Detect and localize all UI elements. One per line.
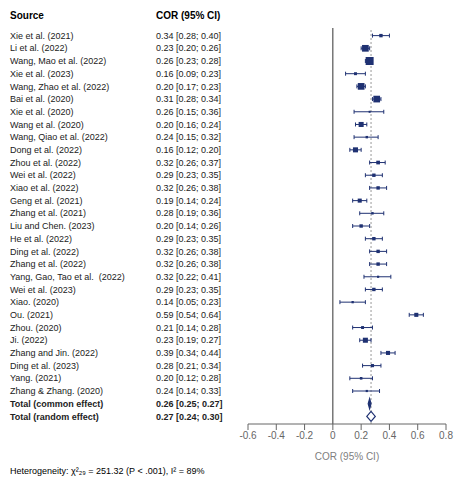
svg-text:-0.4: -0.4 xyxy=(268,430,286,441)
svg-text:Ou. (2021): Ou. (2021) xyxy=(10,310,53,320)
svg-text:Total (common effect): Total (common effect) xyxy=(10,399,103,409)
svg-text:0.6: 0.6 xyxy=(411,430,425,441)
svg-text:Xiao. (2020): Xiao. (2020) xyxy=(10,297,59,307)
svg-text:Wang, Qiao et al. (2022): Wang, Qiao et al. (2022) xyxy=(10,132,108,142)
svg-text:0.28 [0.21; 0.34]: 0.28 [0.21; 0.34] xyxy=(156,361,221,371)
svg-text:Zhang et al. (2022): Zhang et al. (2022) xyxy=(10,259,86,269)
svg-text:Ding et al. (2022): Ding et al. (2022) xyxy=(10,247,79,257)
svg-text:0.32 [0.26; 0.38]: 0.32 [0.26; 0.38] xyxy=(156,247,221,257)
svg-text:0.8: 0.8 xyxy=(439,430,453,441)
svg-text:0.16 [0.12; 0.20]: 0.16 [0.12; 0.20] xyxy=(156,145,221,155)
svg-text:0.28 [0.19; 0.36]: 0.28 [0.19; 0.36] xyxy=(156,208,221,218)
svg-text:0.20 [0.14; 0.26]: 0.20 [0.14; 0.26] xyxy=(156,221,221,231)
svg-text:0.20 [0.16; 0.24]: 0.20 [0.16; 0.24] xyxy=(156,120,221,130)
svg-text:0.21 [0.14; 0.28]: 0.21 [0.14; 0.28] xyxy=(156,323,221,333)
svg-text:Zhang and Jin. (2022): Zhang and Jin. (2022) xyxy=(10,348,98,358)
svg-text:Wei et al. (2023): Wei et al. (2023) xyxy=(10,285,76,295)
svg-text:Bai et al. (2020): Bai et al. (2020) xyxy=(10,94,74,104)
svg-text:-0.2: -0.2 xyxy=(296,430,314,441)
svg-text:0.26 [0.25; 0.27]: 0.26 [0.25; 0.27] xyxy=(156,399,223,409)
svg-text:0.23 [0.19; 0.27]: 0.23 [0.19; 0.27] xyxy=(156,335,221,345)
svg-text:0.31 [0.28; 0.34]: 0.31 [0.28; 0.34] xyxy=(156,94,221,104)
svg-text:0.29 [0.23; 0.35]: 0.29 [0.23; 0.35] xyxy=(156,285,221,295)
svg-text:-0.6: -0.6 xyxy=(239,430,257,441)
svg-text:0.19 [0.14; 0.24]: 0.19 [0.14; 0.24] xyxy=(156,196,221,206)
svg-text:0.2: 0.2 xyxy=(354,430,368,441)
svg-text:Ding et al. (2023): Ding et al. (2023) xyxy=(10,361,79,371)
svg-text:0.29 [0.23; 0.35]: 0.29 [0.23; 0.35] xyxy=(156,170,221,180)
svg-text:0.32 [0.26; 0.38]: 0.32 [0.26; 0.38] xyxy=(156,259,221,269)
html-text:Heterogeneity: χ²₂₉ = 251.32 (: Heterogeneity: χ²₂₉ = 251.32 (P < .001),… xyxy=(10,466,205,476)
svg-text:0.32 [0.26; 0.38]: 0.32 [0.26; 0.38] xyxy=(156,183,221,193)
svg-text:Dong et al. (2022): Dong et al. (2022) xyxy=(10,145,82,155)
svg-text:0.39 [0.34; 0.44]: 0.39 [0.34; 0.44] xyxy=(156,348,221,358)
svg-text:0: 0 xyxy=(330,430,336,441)
svg-text:Xie et al. (2023): Xie et al. (2023) xyxy=(10,69,74,79)
svg-text:0.20 [0.12; 0.28]: 0.20 [0.12; 0.28] xyxy=(156,373,221,383)
svg-text:0.24 [0.14; 0.33]: 0.24 [0.14; 0.33] xyxy=(156,386,221,396)
svg-text:Wang, Mao et al. (2022): Wang, Mao et al. (2022) xyxy=(10,56,106,66)
svg-text:0.34 [0.28; 0.40]: 0.34 [0.28; 0.40] xyxy=(156,31,221,41)
svg-text:0.16 [0.09; 0.23]: 0.16 [0.09; 0.23] xyxy=(156,69,221,79)
svg-text:Zhang et al. (2021): Zhang et al. (2021) xyxy=(10,208,86,218)
svg-text:Zhou. (2020): Zhou. (2020) xyxy=(10,323,62,333)
svg-text:Xie et al. (2020): Xie et al. (2020) xyxy=(10,107,74,117)
svg-text:Geng et al. (2021): Geng et al. (2021) xyxy=(10,196,83,206)
svg-text:0.29 [0.23; 0.35]: 0.29 [0.23; 0.35] xyxy=(156,234,221,244)
svg-text:Xie et al. (2021): Xie et al. (2021) xyxy=(10,31,74,41)
svg-text:Wang et al. (2020): Wang et al. (2020) xyxy=(10,120,84,130)
svg-text:0.26 [0.23; 0.28]: 0.26 [0.23; 0.28] xyxy=(156,56,221,66)
svg-text:Total (random effect): Total (random effect) xyxy=(10,412,99,422)
svg-text:0.4: 0.4 xyxy=(382,430,396,441)
svg-text:COR (95% CI): COR (95% CI) xyxy=(315,451,379,462)
svg-text:Xiao et al. (2022): Xiao et al. (2022) xyxy=(10,183,79,193)
svg-text:Wei et al. (2022): Wei et al. (2022) xyxy=(10,170,76,180)
svg-text:Li et al. (2022): Li et al. (2022) xyxy=(10,43,68,53)
svg-text:0.23 [0.20; 0.26]: 0.23 [0.20; 0.26] xyxy=(156,43,221,53)
svg-text:0.27 [0.24; 0.30]: 0.27 [0.24; 0.30] xyxy=(156,412,223,422)
svg-text:0.14 [0.05; 0.23]: 0.14 [0.05; 0.23] xyxy=(156,297,221,307)
svg-text:Zhou et al. (2022): Zhou et al. (2022) xyxy=(10,158,81,168)
html-text:Source: Source xyxy=(10,10,44,21)
svg-text:Wang, Zhao et al. (2022): Wang, Zhao et al. (2022) xyxy=(10,82,109,92)
svg-text:0.32 [0.26; 0.37]: 0.32 [0.26; 0.37] xyxy=(156,158,221,168)
svg-text:He et al. (2022): He et al. (2022) xyxy=(10,234,72,244)
html-text:COR (95% CI): COR (95% CI) xyxy=(156,10,221,21)
svg-text:Yang, Gao, Tao et al. (2022): Yang, Gao, Tao et al. (2022) xyxy=(10,272,125,282)
svg-text:Yang. (2021): Yang. (2021) xyxy=(10,373,61,383)
svg-text:0.24 [0.15; 0.32]: 0.24 [0.15; 0.32] xyxy=(156,132,221,142)
svg-text:0.32 [0.22; 0.41]: 0.32 [0.22; 0.41] xyxy=(156,272,221,282)
svg-text:0.20 [0.17; 0.23]: 0.20 [0.17; 0.23] xyxy=(156,82,221,92)
svg-text:0.59 [0.54; 0.64]: 0.59 [0.54; 0.64] xyxy=(156,310,221,320)
svg-text:0.26 [0.15; 0.36]: 0.26 [0.15; 0.36] xyxy=(156,107,221,117)
svg-text:Zhang & Zhang. (2020): Zhang & Zhang. (2020) xyxy=(10,386,103,396)
svg-text:Ji. (2022): Ji. (2022) xyxy=(10,335,48,345)
svg-text:Liu and Chen. (2023): Liu and Chen. (2023) xyxy=(10,221,95,231)
